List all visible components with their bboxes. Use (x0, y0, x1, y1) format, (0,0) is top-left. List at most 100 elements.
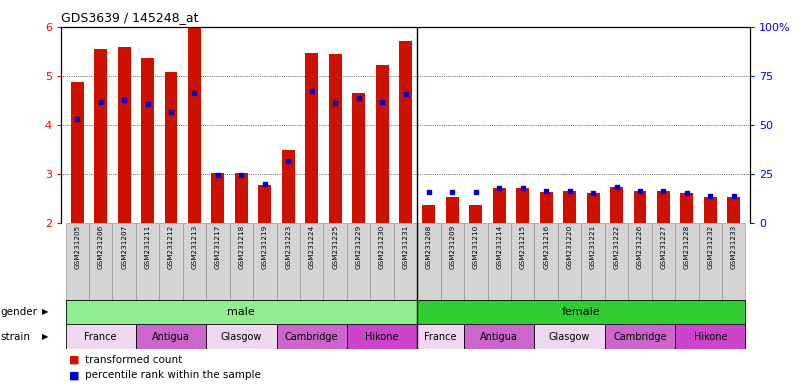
Text: GSM231218: GSM231218 (238, 225, 244, 269)
Text: GSM231227: GSM231227 (660, 225, 667, 269)
Bar (113, 223, 136, 300)
Text: GSM231226: GSM231226 (637, 225, 643, 269)
Text: Glasgow: Glasgow (549, 332, 590, 342)
Bar (517, 189, 530, 223)
Bar (534, 223, 558, 300)
Bar (324, 223, 347, 300)
Bar (417, 324, 464, 349)
Bar (698, 223, 722, 300)
Bar (188, 28, 201, 223)
Bar (305, 53, 318, 223)
Bar (605, 223, 629, 300)
Bar (89, 223, 113, 300)
Bar (347, 324, 417, 349)
Text: GSM231219: GSM231219 (262, 225, 268, 269)
Text: strain: strain (1, 332, 31, 342)
Bar (300, 223, 324, 300)
Text: GSM231217: GSM231217 (215, 225, 221, 269)
Bar (586, 193, 599, 223)
Bar (94, 50, 107, 223)
Bar (493, 189, 506, 223)
Text: GSM231229: GSM231229 (355, 225, 362, 269)
Bar (487, 223, 511, 300)
Text: GSM231205: GSM231205 (75, 225, 80, 269)
Bar (534, 324, 605, 349)
Bar (417, 300, 745, 324)
Bar (464, 324, 534, 349)
Text: GSM231231: GSM231231 (402, 225, 409, 269)
Bar (212, 173, 225, 223)
Text: Hikone: Hikone (365, 332, 399, 342)
Bar (66, 324, 136, 349)
Text: GSM231221: GSM231221 (590, 225, 596, 269)
Bar (464, 223, 487, 300)
Bar (610, 187, 623, 223)
Bar (563, 191, 576, 223)
Text: GSM231212: GSM231212 (168, 225, 174, 269)
Bar (206, 324, 277, 349)
Bar (581, 223, 605, 300)
Text: ▶: ▶ (42, 308, 49, 316)
Bar (470, 205, 483, 223)
Text: GSM231207: GSM231207 (121, 225, 127, 269)
Text: Antigua: Antigua (152, 332, 190, 342)
Bar (657, 191, 670, 223)
Bar (371, 223, 394, 300)
Text: female: female (562, 307, 601, 317)
Text: GSM231222: GSM231222 (614, 225, 620, 269)
Bar (633, 191, 646, 223)
Bar (141, 58, 154, 223)
Bar (675, 324, 745, 349)
Bar (680, 193, 693, 223)
Bar (71, 82, 84, 223)
Bar (399, 41, 412, 223)
Text: Glasgow: Glasgow (221, 332, 262, 342)
Text: Antigua: Antigua (480, 332, 518, 342)
Text: GSM231215: GSM231215 (520, 225, 526, 269)
Text: ■: ■ (69, 370, 79, 381)
Text: GDS3639 / 145248_at: GDS3639 / 145248_at (61, 11, 199, 24)
Bar (281, 150, 294, 223)
Text: male: male (228, 307, 255, 317)
Bar (375, 65, 388, 223)
Bar (165, 73, 178, 223)
Bar (727, 197, 740, 223)
Text: percentile rank within the sample: percentile rank within the sample (85, 370, 261, 381)
Bar (66, 223, 89, 300)
Text: GSM231216: GSM231216 (543, 225, 549, 269)
Text: GSM231214: GSM231214 (496, 225, 502, 269)
Bar (675, 223, 698, 300)
Text: Cambridge: Cambridge (613, 332, 667, 342)
Bar (136, 223, 159, 300)
Text: GSM231228: GSM231228 (684, 225, 690, 269)
Bar (629, 223, 652, 300)
Text: GSM231225: GSM231225 (333, 225, 338, 269)
Bar (352, 93, 365, 223)
Bar (206, 223, 230, 300)
Bar (605, 324, 675, 349)
Bar (259, 185, 271, 223)
Text: GSM231206: GSM231206 (97, 225, 104, 269)
Text: transformed count: transformed count (85, 355, 182, 365)
Text: GSM231232: GSM231232 (707, 225, 714, 269)
Bar (704, 197, 717, 223)
Text: GSM231230: GSM231230 (379, 225, 385, 269)
Bar (417, 223, 440, 300)
Bar (394, 223, 417, 300)
Bar (652, 223, 675, 300)
Bar (347, 223, 371, 300)
Text: Cambridge: Cambridge (285, 332, 338, 342)
Bar (328, 54, 341, 223)
Bar (235, 173, 248, 223)
Text: GSM231224: GSM231224 (309, 225, 315, 269)
Text: France: France (424, 332, 457, 342)
Text: GSM231220: GSM231220 (567, 225, 573, 269)
Text: gender: gender (1, 307, 38, 317)
Text: GSM231223: GSM231223 (285, 225, 291, 269)
Text: GSM231233: GSM231233 (731, 225, 736, 269)
Text: GSM231209: GSM231209 (449, 225, 456, 269)
Text: ▶: ▶ (42, 333, 49, 341)
Bar (446, 197, 459, 223)
Bar (722, 223, 745, 300)
Bar (66, 300, 417, 324)
